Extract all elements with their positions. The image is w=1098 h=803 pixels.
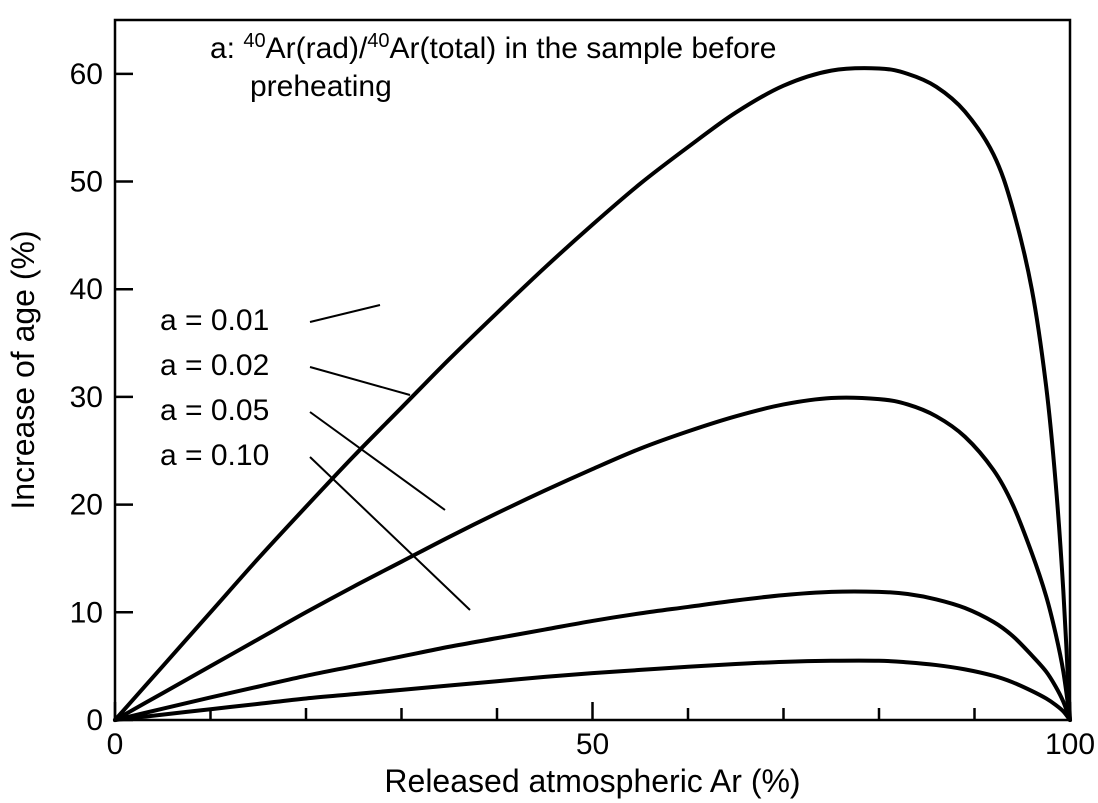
leader-line-0 <box>310 305 380 322</box>
y-tick-label: 20 <box>70 489 103 522</box>
series-label-3: a = 0.10 <box>160 439 269 472</box>
y-tick-label: 60 <box>70 58 103 91</box>
series-label-0: a = 0.01 <box>160 304 269 337</box>
chart-container: 0 50 100 Released atmospheric Ar (%) 0 10 20 30… <box>0 0 1098 803</box>
series-label-1: a = 0.02 <box>160 349 269 382</box>
leader-line-1 <box>310 367 410 395</box>
x-axis-label: Released atmospheric Ar (%) <box>384 763 800 799</box>
x-tick-label: 100 <box>1045 728 1095 761</box>
y-tick-label: 0 <box>86 704 103 737</box>
y-tick-label: 40 <box>70 273 103 306</box>
legend-definition-line1: a: 40Ar(rad)/40Ar(total) in the sample b… <box>210 30 776 65</box>
leader-line-2 <box>310 412 445 510</box>
series-label-2: a = 0.05 <box>160 394 269 427</box>
curve-a=0.05 <box>115 592 1070 720</box>
y-axis-label: Increase of age (%) <box>5 230 41 509</box>
age-increase-chart: 0 50 100 Released atmospheric Ar (%) 0 10 20 30… <box>0 0 1098 803</box>
legend-definition-line2: preheating <box>250 70 392 103</box>
y-tick-label: 30 <box>70 381 103 414</box>
leader-line-3 <box>310 457 470 610</box>
x-tick-label: 50 <box>576 728 609 761</box>
x-tick-label: 0 <box>107 728 124 761</box>
y-tick-label: 50 <box>70 166 103 199</box>
y-tick-label: 10 <box>70 596 103 629</box>
